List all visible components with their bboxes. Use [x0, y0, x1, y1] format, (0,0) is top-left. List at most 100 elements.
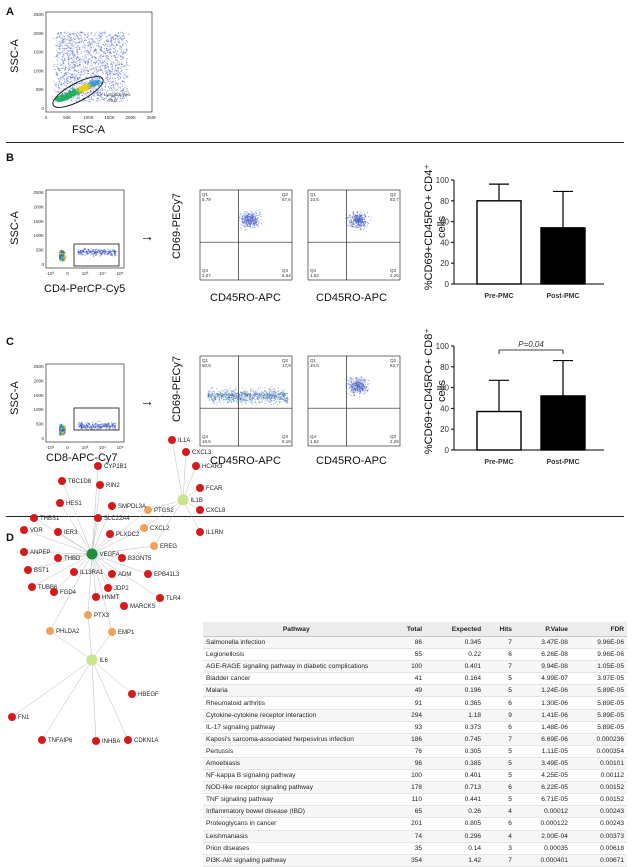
- gene-node-rin2: [96, 481, 104, 489]
- gene-node-cxcl3: [182, 448, 190, 456]
- expected-cell: 0.345: [425, 637, 484, 649]
- gene-node-ptx3: [84, 611, 92, 619]
- gene-node-emp1: [108, 628, 116, 636]
- gene-node-adm: [108, 570, 116, 578]
- pvalue-cell: 6.26E-08: [515, 649, 571, 661]
- expected-cell: 0.305: [425, 745, 484, 757]
- y-tick-label: 250K: [33, 190, 44, 195]
- x-tick-label: 0: [45, 115, 48, 120]
- pathway-cell: Amoebiasis: [203, 757, 390, 769]
- expected-cell: 0.365: [425, 697, 484, 709]
- col-pvalue: P.Value: [515, 622, 571, 637]
- fdr-cell: 1.05E-05: [571, 661, 627, 673]
- gene-label-thbd: THBD: [64, 556, 81, 562]
- q2-value: 17,9: [282, 363, 291, 368]
- gene-label-hbegf: HBEGF: [138, 692, 159, 698]
- total-cell: 201: [390, 818, 426, 830]
- panel-b-quad-1-xlabel: CD45RO-APC: [210, 292, 281, 304]
- gene-node-plxdc2: [106, 530, 114, 538]
- gene-node-jdp2: [104, 584, 112, 592]
- gene-label-cxcl3: CXCL3: [192, 450, 212, 456]
- panel-letter-a: A: [6, 6, 14, 18]
- pvalue-cell: 0.000122: [515, 818, 571, 830]
- pvalue-cell: 0.00035: [515, 842, 571, 854]
- expected-cell: 0.385: [425, 757, 484, 769]
- col-expected: Expected: [425, 622, 484, 637]
- hits-cell: 6: [484, 782, 515, 794]
- gene-label-cyp1b1: CYP1B1: [104, 464, 128, 470]
- expected-cell: 0.26: [425, 806, 484, 818]
- col-hits: Hits: [484, 622, 515, 637]
- hits-cell: 5: [484, 794, 515, 806]
- gene-node-thbs1: [30, 514, 38, 522]
- plot-frame: [200, 190, 292, 280]
- pathway-cell: NOD-like receptor signaling pathway: [203, 782, 390, 794]
- pvalue-cell: 9.94E-08: [515, 661, 571, 673]
- expected-cell: 0.164: [425, 673, 484, 685]
- gene-node-tnfaip6: [38, 736, 46, 744]
- expected-cell: 0.401: [425, 770, 484, 782]
- pathway-cell: Cytokine-cytokine receptor interaction: [203, 709, 390, 721]
- q2-value: 63,7: [390, 363, 399, 368]
- gene-label-anpep: ANPEP: [30, 550, 50, 556]
- gene-node-cxcl8: [196, 506, 204, 514]
- panel-b-arrow: →: [140, 228, 154, 244]
- pathway-cell: Inflammatory bowel disease (IBD): [203, 806, 390, 818]
- gene-node-hcar3: [192, 462, 200, 470]
- col-fdr: FDR: [571, 622, 627, 637]
- pathway-cell: TNF signaling pathway: [203, 794, 390, 806]
- gene-node-ereg: [150, 542, 158, 550]
- y-tick-label: 150K: [33, 50, 44, 55]
- q2-value: 63,7: [390, 197, 399, 202]
- divider-1: [6, 142, 624, 143]
- expected-cell: 1.18: [425, 709, 484, 721]
- gene-label-vegfa: VEGFA: [100, 552, 120, 558]
- q1-value: 50,5: [202, 363, 211, 368]
- col-total: Total: [390, 622, 426, 637]
- gene-node-hnmt: [92, 593, 100, 601]
- fdr-cell: 0.00152: [571, 782, 627, 794]
- table-row: Kaposi's sarcoma-associated herpesvirus …: [203, 733, 627, 745]
- pathway-cell: Salmonella infection: [203, 637, 390, 649]
- total-cell: 100: [390, 770, 426, 782]
- gene-label-fn1: FN1: [18, 715, 30, 721]
- gene-label-ereg: EREG: [160, 544, 177, 550]
- pvalue-cell: 6.69E-06: [515, 733, 571, 745]
- fdr-cell: 5.89E-05: [571, 709, 627, 721]
- y-tick-label: 20: [440, 259, 449, 268]
- expected-cell: 0.196: [425, 685, 484, 697]
- gene-label-il6: IL6: [100, 658, 109, 664]
- hits-cell: 5: [484, 673, 515, 685]
- y-tick-label: 80: [440, 363, 449, 372]
- gene-label-jdp2: JDP2: [114, 586, 129, 592]
- fdr-cell: 0.00243: [571, 806, 627, 818]
- panel-letter-c: C: [6, 336, 14, 348]
- y-tick-label: 60: [440, 384, 449, 393]
- q3-value: 2,26: [390, 273, 399, 278]
- hits-cell: 5: [484, 745, 515, 757]
- hits-cell: 7: [484, 661, 515, 673]
- pathway-cell: Malaria: [203, 685, 390, 697]
- panel-b-quad-ylabel: CD69-PECy7: [171, 193, 183, 259]
- pvalue-cell: 0.000401: [515, 854, 571, 866]
- network-edge: [62, 481, 92, 554]
- expected-cell: 0.713: [425, 782, 484, 794]
- pathway-cell: NF-kappa B signaling pathway: [203, 770, 390, 782]
- gene-label-emp1: EMP1: [118, 630, 135, 636]
- network-edge: [12, 660, 92, 717]
- network-edge: [172, 440, 183, 500]
- fdr-cell: 3.97E-05: [571, 673, 627, 685]
- pvalue-cell: 1.41E-06: [515, 709, 571, 721]
- gene-label-il1b: IL1B: [191, 498, 203, 504]
- gene-label-ptx3: PTX3: [94, 613, 110, 619]
- y-tick-label: 0: [41, 106, 44, 111]
- gene-node-epb41l3: [144, 570, 152, 578]
